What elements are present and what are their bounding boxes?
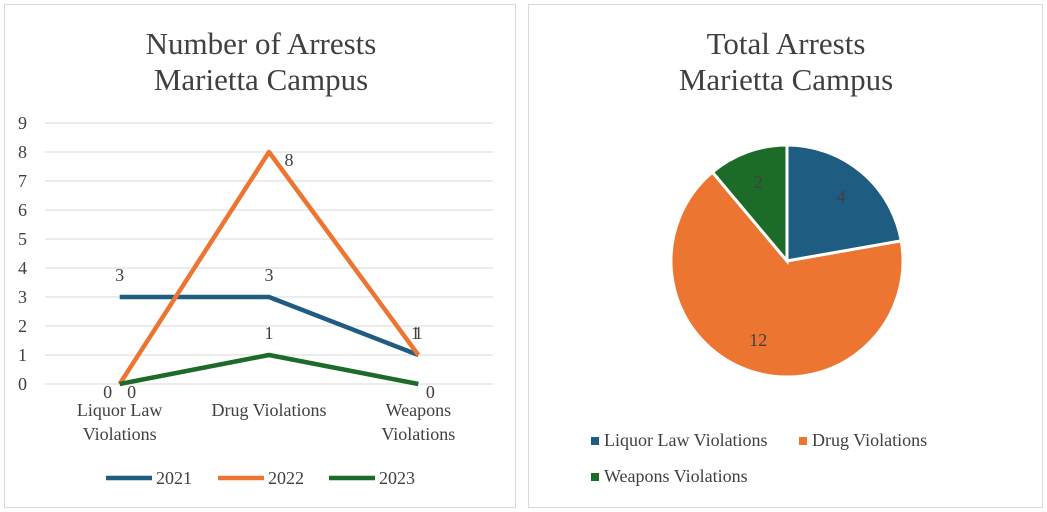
pie-chart-panel: Total Arrests Marietta Campus 4 12 2 Liquor… [528, 4, 1043, 508]
pie-chart: Total Arrests Marietta Campus 4 12 2 Liquor… [591, 26, 927, 486]
pie-slice-liquor-law-violations [785, 143, 903, 263]
legend-label-2022: 2022 [268, 468, 304, 488]
legend-label-liquor-law-violations: Liquor Law Violations [604, 430, 768, 450]
pie-chart-title-line-2: Marietta Campus [679, 62, 893, 97]
x-tick-label: Drug Violations [211, 400, 326, 420]
line-chart-title-line-1: Number of Arrests [146, 26, 377, 61]
legend-label-drug-violations: Drug Violations [812, 430, 927, 450]
y-tick-label: 4 [18, 258, 27, 278]
data-label: 8 [285, 150, 294, 170]
pie-data-label: 2 [754, 172, 763, 192]
data-label: 0 [127, 382, 136, 402]
data-label: 1 [265, 323, 274, 343]
data-label: 1 [411, 323, 420, 343]
pie-chart-title-line-1: Total Arrests [707, 26, 866, 61]
legend-swatch-weapons-violations [591, 473, 599, 481]
legend-label-weapons-violations: Weapons Violations [604, 466, 748, 486]
x-tick-label: Violations [83, 424, 157, 444]
legend-swatch-drug-violations [799, 437, 807, 445]
legend-label-2021: 2021 [156, 468, 192, 488]
y-tick-label: 9 [18, 113, 27, 133]
series-line-2023 [119, 352, 419, 387]
x-tick-label: Liquor Law [77, 400, 162, 420]
y-tick-label: 1 [18, 345, 27, 365]
series-line-2022 [117, 149, 421, 386]
line-chart: Number of Arrests Marietta Campus 0 1 2 3 4 5… [18, 26, 493, 488]
line-chart-title-line-2: Marietta Campus [154, 62, 368, 97]
pie-data-label: 4 [836, 187, 845, 207]
data-label: 3 [265, 265, 274, 285]
line-chart-panel: Number of Arrests Marietta Campus 0 1 2 3 4 5… [4, 4, 516, 508]
legend-label-2023: 2023 [379, 468, 415, 488]
pie-slice-drug-violations [669, 170, 905, 379]
data-label: 1 [414, 323, 423, 343]
data-label: 0 [103, 382, 112, 402]
pie-data-label: 12 [749, 330, 767, 350]
y-tick-label: 0 [18, 374, 27, 394]
x-tick-label: Weapons [386, 400, 452, 420]
y-tick-label: 8 [18, 142, 27, 162]
x-tick-label: Violations [381, 424, 455, 444]
data-label: 0 [426, 382, 435, 402]
pie-slice-weapons-violations [710, 143, 789, 266]
y-tick-label: 7 [18, 171, 27, 191]
data-label: 3 [115, 265, 124, 285]
legend-swatch-liquor-law-violations [591, 437, 599, 445]
y-tick-label: 3 [18, 287, 27, 307]
y-tick-label: 6 [18, 200, 27, 220]
series-line-2021 [119, 294, 420, 358]
y-tick-label: 5 [18, 229, 27, 249]
y-tick-label: 2 [18, 316, 27, 336]
